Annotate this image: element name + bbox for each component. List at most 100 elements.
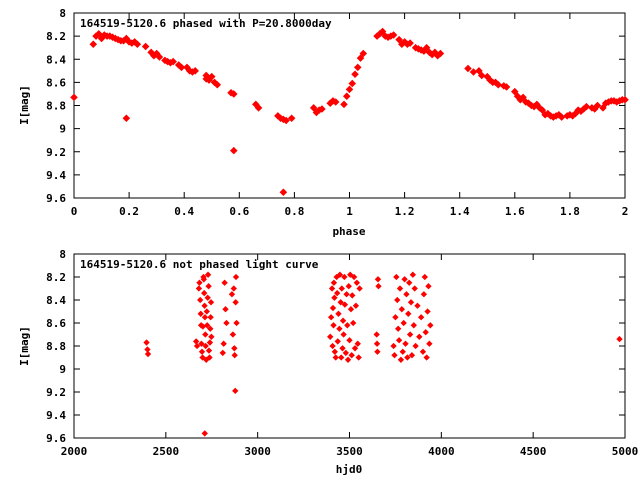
unphased-data-point [340,331,347,338]
unphased-data-point [206,339,214,346]
unphased-data-point [424,308,431,315]
unphased-data-point [417,314,425,321]
unphased-data-point [338,285,345,292]
unphased-data-point [403,291,410,298]
unphased-plot-frame [73,253,626,439]
unphased-data-point [374,348,381,355]
phased-y-tick-label: 9.4 [46,169,66,182]
unphased-data-point [330,279,338,286]
phased-data-point [331,98,340,106]
unphased-x-ticks: 2000 2500 3000 3500 4000 4500 5000 [61,254,638,458]
phased-data-point [538,106,547,114]
unphased-data-point [144,346,151,353]
unphased-data-point [221,279,228,286]
phased-data-point [502,83,511,91]
phased-y-ticks: 8 8.2 8.4 8.6 8.8 9 9.2 9.4 9.6 [46,7,625,205]
unphased-data-point [230,285,237,292]
unphased-data-point [414,302,421,309]
unphased-data-point [228,291,236,298]
phased-data-point [593,101,602,110]
phased-y-tick-label: 8.8 [46,100,66,113]
unphased-data-point [200,276,208,283]
unphased-data-point [232,299,239,306]
unphased-data-point [206,354,213,361]
unphased-data-point [344,356,352,363]
unphased-light-curve-panel: 2000 2500 3000 3500 4000 4500 5000 88.28.48.68… [18,248,638,476]
phased-x-tick-label: 0 [71,205,78,218]
phased-data-point [519,93,527,102]
phased-data-point [318,105,326,113]
unphased-data-point [330,322,337,329]
unphased-y-tick-label: 8.2 [46,271,66,284]
unphased-data-point [201,430,208,437]
phased-y-tick-label: 9.2 [46,146,66,159]
phased-data-point [95,30,103,38]
unphased-data-point [334,289,341,297]
phased-x-tick-label: 1.4 [450,205,470,218]
phased-y-tick-label: 8.4 [46,53,66,66]
unphased-data-point [341,273,348,281]
unphased-data-point [341,301,349,308]
phased-x-axis-label: phase [332,225,365,238]
unphased-data-point [408,352,416,359]
phased-data-point [254,104,263,112]
unphased-data-point [332,354,339,361]
phased-data-point [359,49,368,58]
phased-data-point [345,85,354,94]
unphased-data-point [331,348,338,355]
unphased-data-point [327,333,334,340]
phased-x-ticks: 0 0.2 0.4 0.6 0.8 1 1.2 1.4 1.6 1.8 2 [71,13,628,218]
unphased-data-point [350,273,358,281]
unphased-data-point [342,349,349,357]
unphased-data-point [201,289,208,297]
unphased-data-point [419,348,427,355]
unphased-data-point [398,306,406,313]
unphased-data-point [192,338,200,345]
unphased-data-point [198,348,206,355]
unphased-data-point [207,299,215,306]
unphased-data-point [344,322,351,329]
unphased-data-point [356,285,363,292]
unphased-data-point [197,296,204,304]
phased-data-point [191,67,199,75]
unphased-data-point [193,342,201,350]
phased-data-point [207,72,216,81]
unphased-data-point [348,352,355,359]
phased-data-point [475,67,483,75]
phased-y-tick-label: 8.2 [46,30,66,43]
unphased-data-point [346,337,353,344]
unphased-data-point [423,354,430,361]
unphased-y-ticks: 8 8.2 8.4 8.6 8.8 9 9.2 9.4 9.6 [46,248,625,445]
phased-y-tick-label: 9.6 [46,192,66,205]
unphased-data-point [144,350,152,358]
phased-chart-title: 164519-5120.6 phased with P=20.8000day [80,17,332,30]
phased-data-point [169,57,177,66]
unphased-data-point [420,291,428,298]
unphased-data-point [397,356,405,363]
phased-data-point [395,35,403,44]
unphased-y-tick-label: 8 [59,248,66,261]
unphased-data-point [345,283,352,290]
unphased-y-tick-label: 9.4 [46,409,66,422]
unphased-data-point [406,331,414,338]
unphased-y-tick-label: 8.6 [46,317,66,330]
unphased-data-point [394,296,401,304]
phased-y-axis-label: I[mag] [18,85,31,125]
unphased-data-point [407,299,415,306]
unphased-data-point [336,325,343,332]
phased-data-point [351,70,359,79]
phased-data-point [282,116,290,125]
unphased-data-point [352,302,360,309]
unphased-data-point [393,273,400,281]
phased-x-tick-label: 0.2 [119,205,139,218]
unphased-data-point [331,294,338,301]
phased-x-tick-label: 1.6 [505,205,525,218]
phased-data-point [213,80,222,89]
unphased-x-tick-label: 3500 [336,445,363,458]
phased-light-curve-panel: 0 0.2 0.4 0.6 0.8 1 1.2 1.4 1.6 1.8 2 8 8.2 8.4 8.6 8.… [18,7,629,238]
phased-y-tick-label: 8 [59,7,66,20]
phased-data-points [70,27,629,196]
unphased-data-point [395,337,403,344]
unphased-data-point [337,299,344,306]
unphased-data-point [197,310,204,317]
